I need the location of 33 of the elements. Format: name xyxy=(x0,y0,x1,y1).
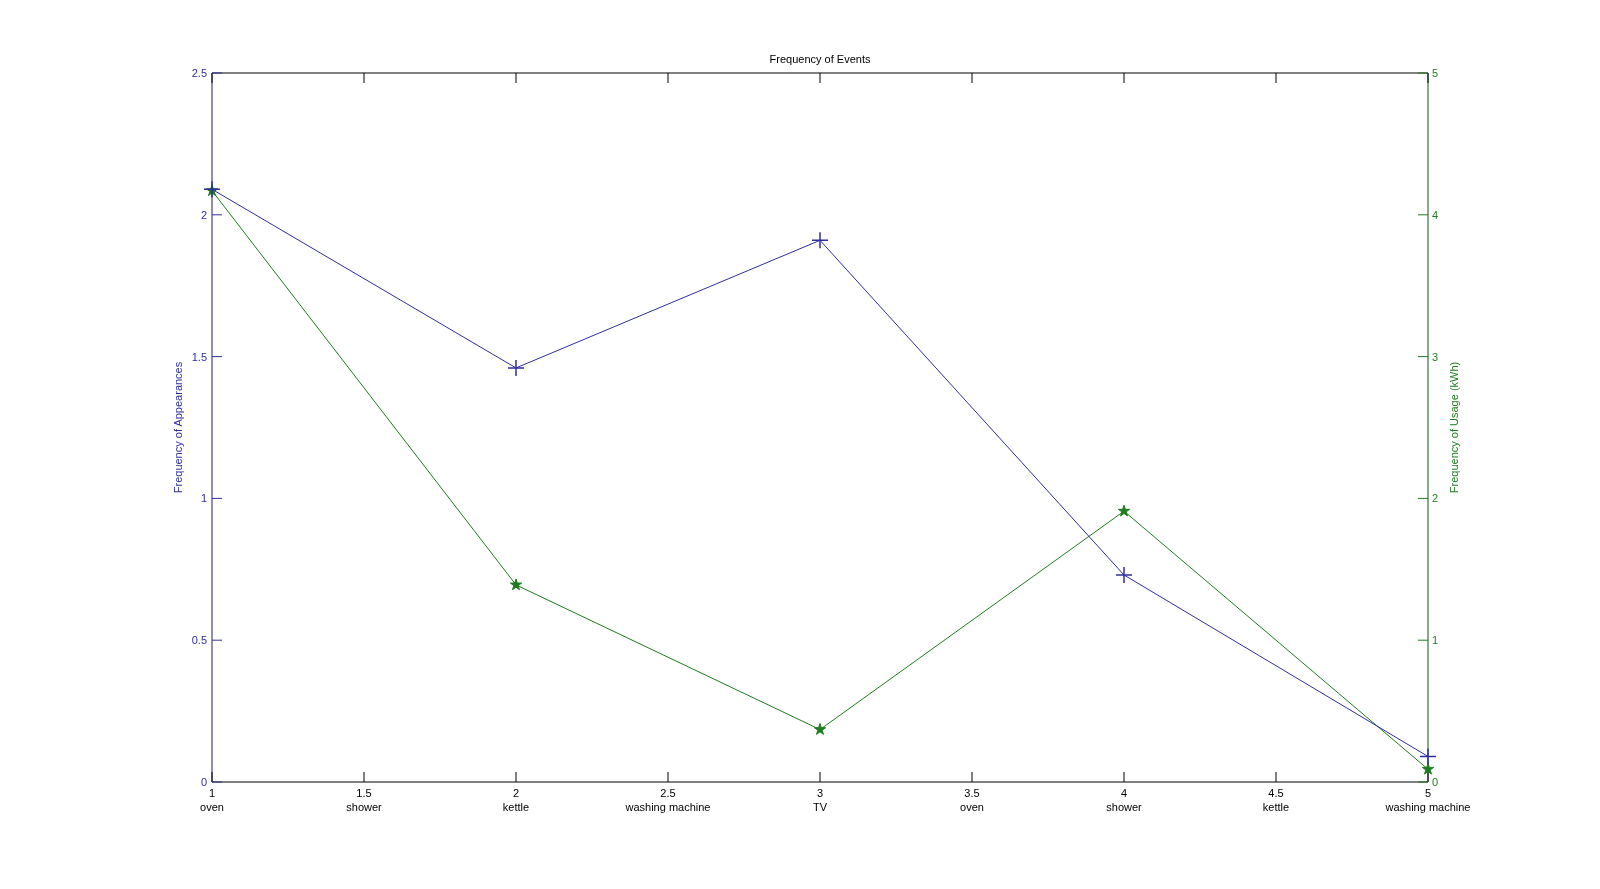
chart-title: Frequency of Events xyxy=(769,53,871,65)
y-tick-label: 0.5 xyxy=(191,634,207,647)
x-tick-label: 3 xyxy=(816,787,824,799)
x-tick-label: 2 xyxy=(512,787,520,799)
text: shower xyxy=(346,801,383,813)
y2-axis-title: Frequency of Usage (kWh) xyxy=(1448,361,1460,494)
text: TV xyxy=(812,801,828,813)
y-axis-title: Frequency of Appearances xyxy=(172,361,184,494)
text: shower xyxy=(1106,801,1143,813)
text: washing machine xyxy=(624,801,711,813)
x-tick-label: 1 xyxy=(208,787,216,799)
y-tick-label: 2 xyxy=(200,208,207,221)
text: kettle xyxy=(502,801,530,813)
x-tick-label: 4.5 xyxy=(1268,787,1284,799)
x-tick-label: 1.5 xyxy=(356,787,372,799)
text: oven xyxy=(200,801,224,813)
y2-tick-label: 4 xyxy=(1432,208,1439,221)
x-tick-label: 3.5 xyxy=(964,787,980,799)
text: washing machine xyxy=(1384,801,1471,813)
y2-tick-label: 5 xyxy=(1432,67,1439,79)
y2-tick-label: 1 xyxy=(1432,634,1439,647)
x-tick-label: 4 xyxy=(1120,787,1128,799)
text: kettle xyxy=(1262,801,1290,813)
x-tick-label: 2.5 xyxy=(660,787,676,799)
y-tick-label: 0 xyxy=(200,776,207,788)
y2-tick-label: 0 xyxy=(1432,776,1439,788)
y-tick-label: 1.5 xyxy=(191,350,207,363)
x-tick-label: 5 xyxy=(1424,787,1432,799)
y-tick-label: 2.5 xyxy=(191,67,207,79)
y-tick-label: 1 xyxy=(200,492,207,505)
y2-tick-label: 3 xyxy=(1432,350,1439,363)
text: oven xyxy=(960,801,984,813)
y2-tick-label: 2 xyxy=(1432,492,1439,505)
